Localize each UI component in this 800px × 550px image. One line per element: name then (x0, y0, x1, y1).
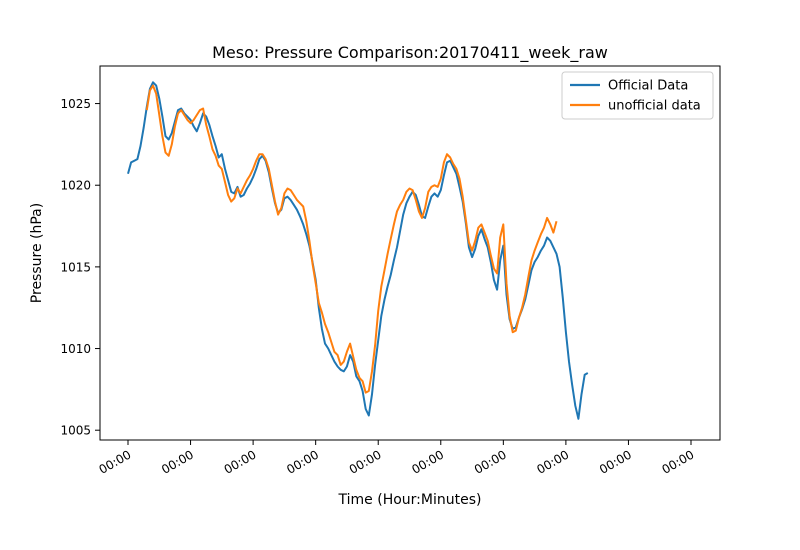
legend-frame (561, 71, 714, 120)
series-line-unofficial-data (145, 84, 558, 394)
legend: Official Data unofficial data (561, 71, 714, 120)
plot-area (99, 65, 721, 441)
axes-frame (99, 65, 721, 441)
y-axis-label: Pressure (hPa) (29, 203, 45, 303)
y-axis: 1005 1010 1015 1020 1025 (60, 97, 100, 438)
chart-title: Meso: Pressure Comparison:20170411_week_… (212, 43, 608, 63)
series-layer (127, 81, 589, 420)
y-tick-label: 1020 (60, 179, 91, 193)
y-tick-label: 1015 (60, 260, 91, 274)
legend-label-unofficial-data: unofficial data (608, 99, 701, 114)
y-tick-label: 1010 (60, 342, 91, 356)
y-tick-label: 1005 (60, 424, 91, 438)
x-axis-label: Time (Hour:Minutes) (338, 492, 482, 508)
y-tick-label: 1025 (60, 97, 91, 111)
legend-label-official-data: Official Data (608, 79, 688, 94)
